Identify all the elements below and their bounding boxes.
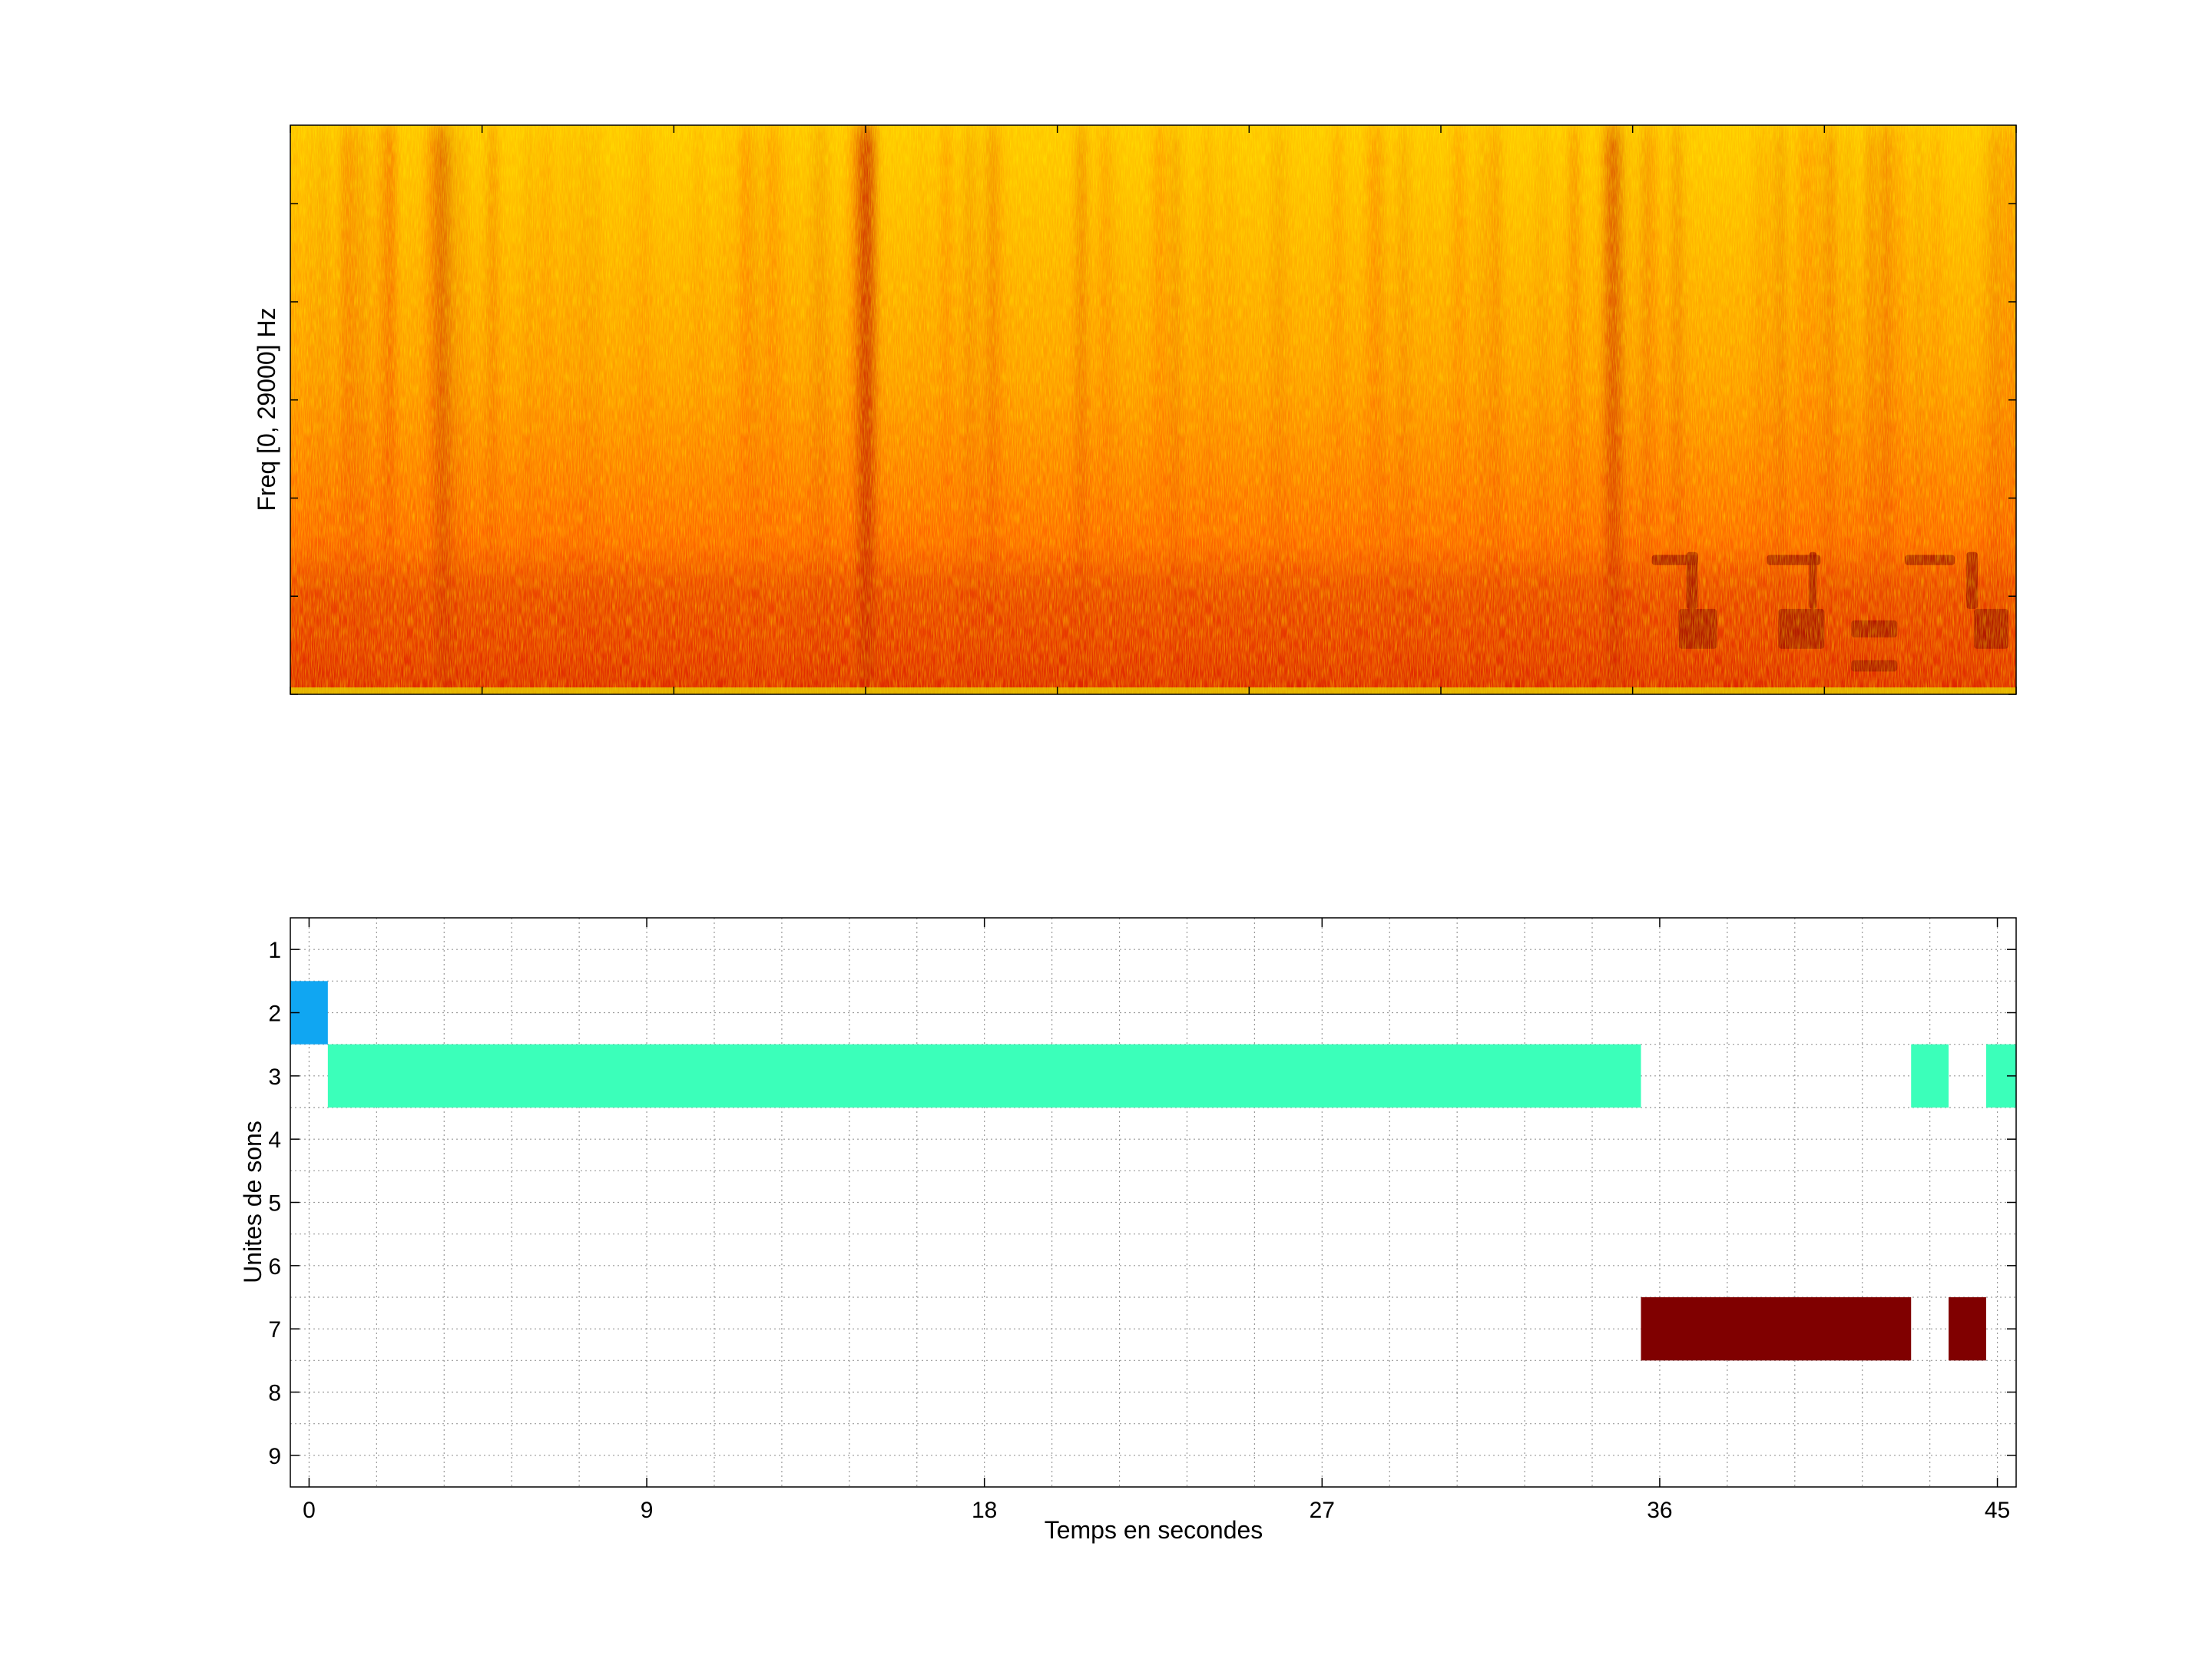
units-xtick-label: 0 [303,1498,316,1523]
unit-7-bar [1949,1297,1986,1361]
units-ytick-label: 9 [268,1444,281,1469]
spectrogram-ylabel: Freq [0, 29000] Hz [253,307,280,511]
units-ytick-label: 8 [268,1381,281,1406]
spectrogram-noise [290,125,2016,694]
units-ytick-label: 4 [268,1128,281,1153]
spectrogram-image [290,125,2016,694]
unit-3-bar [1911,1044,1949,1108]
units-ytick-label: 5 [268,1191,281,1217]
units-ytick-label: 2 [268,1002,281,1027]
units-xtick-label: 45 [1985,1498,2010,1523]
units-ytick-label: 1 [268,938,281,963]
unit-7-bar [1641,1297,1912,1361]
spectrogram-ticks [290,125,2017,695]
spectrogram-low-band [290,687,2016,694]
units-xtick-label: 18 [972,1498,997,1523]
units-xtick-label: 27 [1310,1498,1335,1523]
units-bars [290,981,2016,1361]
units-ytick-label: 6 [268,1254,281,1280]
units-ytick-label: 3 [268,1065,281,1090]
unit-3-bar [327,1044,1641,1108]
units-xtick-label: 36 [1647,1498,1672,1523]
units-xtick-label: 9 [641,1498,654,1523]
spectrogram-frame [290,124,2017,695]
units-xlabel: Temps en secondes [1045,1516,1263,1544]
units-ylabel: Unites de sons [239,1121,267,1283]
spectrogram-panel: Freq [0, 29000] Hz [253,124,2017,695]
units-ytick-label: 7 [268,1317,281,1343]
